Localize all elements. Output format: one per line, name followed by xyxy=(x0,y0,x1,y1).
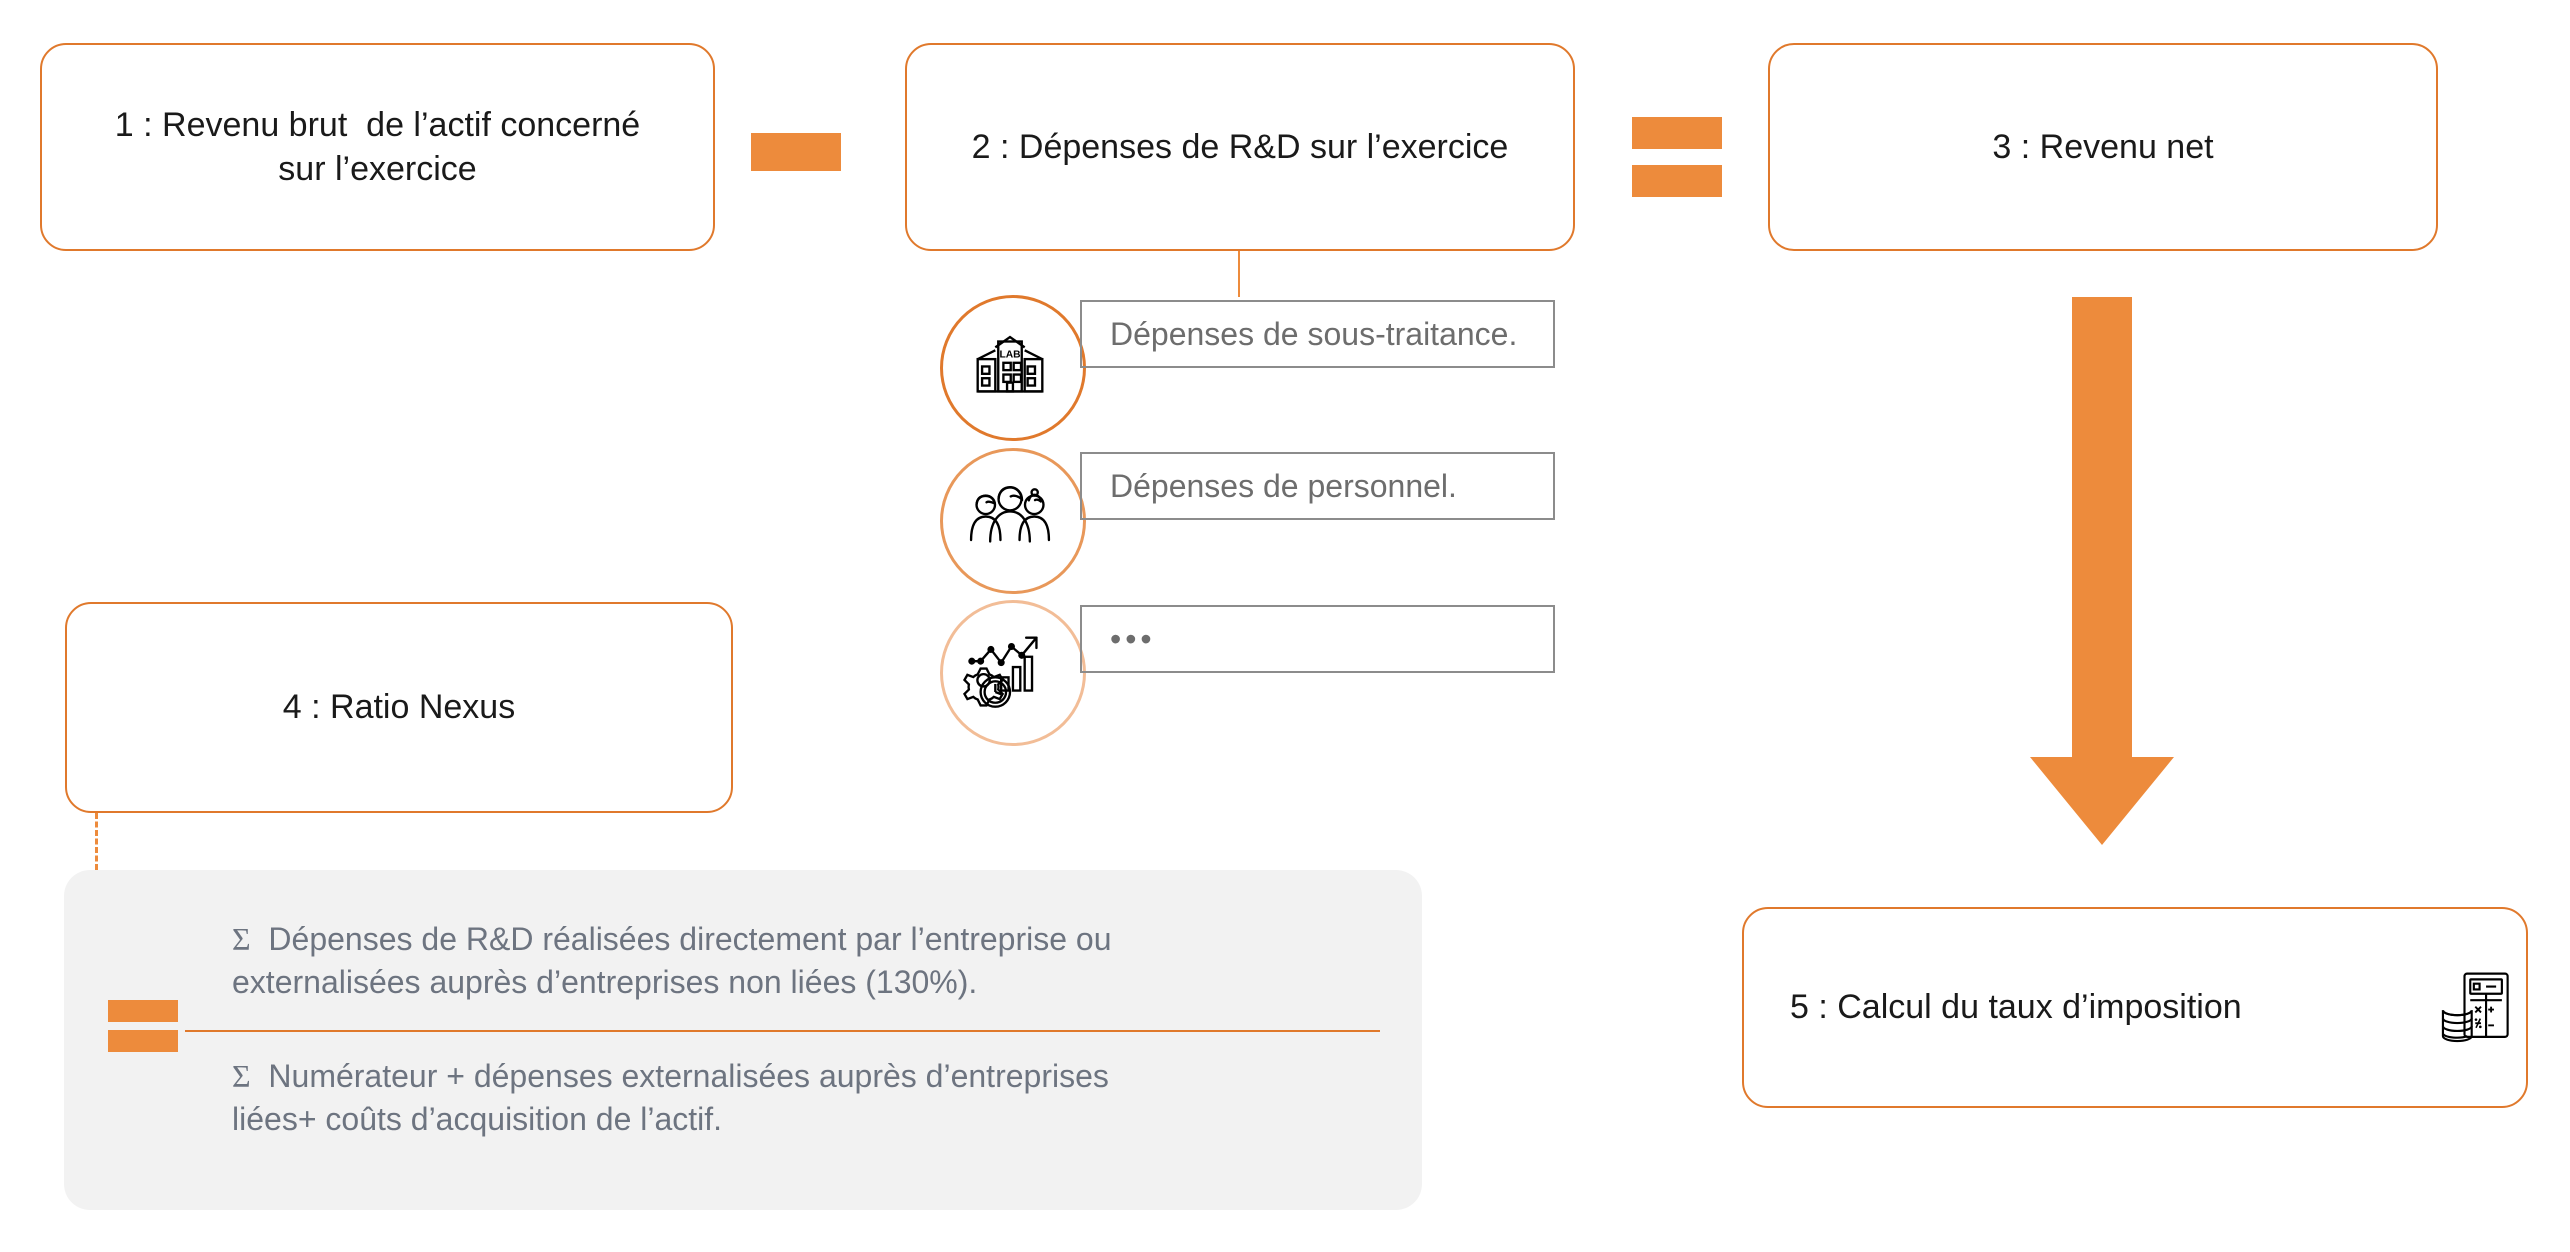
svg-text:LAB: LAB xyxy=(999,350,1020,361)
